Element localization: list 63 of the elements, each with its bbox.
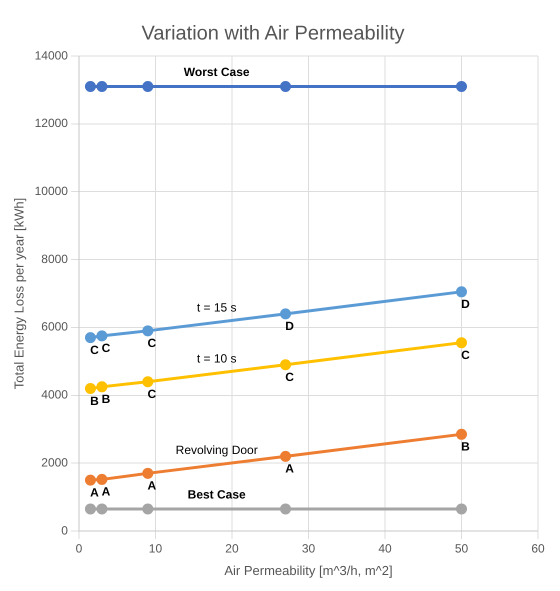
annotation: C bbox=[90, 342, 100, 357]
chart-title: Variation with Air Permeability bbox=[141, 22, 405, 45]
annotation: B bbox=[102, 392, 111, 406]
point bbox=[280, 503, 292, 514]
annotation: A bbox=[90, 485, 100, 500]
x-tick-label: 50 bbox=[454, 542, 468, 556]
series-label: t = 10 s bbox=[196, 352, 237, 366]
x-tick-label: 30 bbox=[302, 542, 316, 556]
point bbox=[142, 81, 154, 92]
point bbox=[280, 450, 292, 462]
point bbox=[84, 383, 96, 394]
y-tick-label: 4000 bbox=[41, 388, 68, 402]
point bbox=[84, 474, 96, 486]
point bbox=[456, 337, 467, 348]
series-label: Worst Case bbox=[184, 64, 250, 79]
annotation: D bbox=[461, 297, 470, 312]
annotation: C bbox=[285, 370, 294, 384]
y-tick-label: 6000 bbox=[41, 320, 68, 334]
point bbox=[142, 468, 154, 479]
point bbox=[96, 503, 108, 514]
point bbox=[142, 325, 154, 336]
series-label: Best Case bbox=[188, 487, 246, 502]
point bbox=[96, 381, 108, 392]
annotation: C bbox=[461, 348, 470, 362]
series-label: t = 15 s bbox=[196, 300, 237, 315]
annotation: A bbox=[147, 478, 156, 493]
y-tick-label: 0 bbox=[61, 523, 68, 538]
y-axis-title: Total Energy Loss per year [kWh] bbox=[11, 198, 26, 390]
annotation: D bbox=[285, 319, 294, 334]
point bbox=[280, 308, 292, 320]
point bbox=[96, 474, 108, 485]
annotation: A bbox=[285, 462, 294, 476]
y-tick-label: 2000 bbox=[41, 455, 68, 470]
point bbox=[84, 332, 96, 344]
annotation: A bbox=[102, 484, 111, 499]
point bbox=[142, 376, 154, 388]
x-tick-label: 40 bbox=[378, 542, 392, 556]
y-tick-label: 14000 bbox=[34, 48, 68, 62]
point bbox=[456, 286, 467, 298]
annotation: C bbox=[147, 387, 156, 402]
x-axis-title: Air Permeability [m^3/h, m^2] bbox=[224, 562, 393, 578]
y-tick-label: 10000 bbox=[34, 184, 68, 198]
y-tick-label: 8000 bbox=[41, 252, 68, 266]
y-tick-label: 12000 bbox=[34, 116, 68, 130]
annotation: B bbox=[90, 394, 100, 408]
x-tick-label: 20 bbox=[225, 542, 239, 556]
x-tick-label: 10 bbox=[148, 542, 162, 556]
x-tick-label: 0 bbox=[76, 542, 83, 556]
point bbox=[280, 81, 292, 92]
point bbox=[142, 503, 154, 514]
point bbox=[84, 81, 96, 92]
annotation: C bbox=[102, 341, 111, 356]
annotation: B bbox=[461, 440, 470, 454]
point bbox=[96, 81, 108, 92]
point bbox=[456, 428, 467, 440]
point bbox=[456, 503, 467, 514]
annotation: C bbox=[147, 336, 156, 350]
x-tick-label: 60 bbox=[531, 542, 545, 556]
point bbox=[280, 359, 292, 370]
point bbox=[84, 503, 96, 514]
series-label: Revolving Door bbox=[176, 443, 258, 458]
point bbox=[456, 81, 467, 92]
point bbox=[96, 330, 108, 342]
